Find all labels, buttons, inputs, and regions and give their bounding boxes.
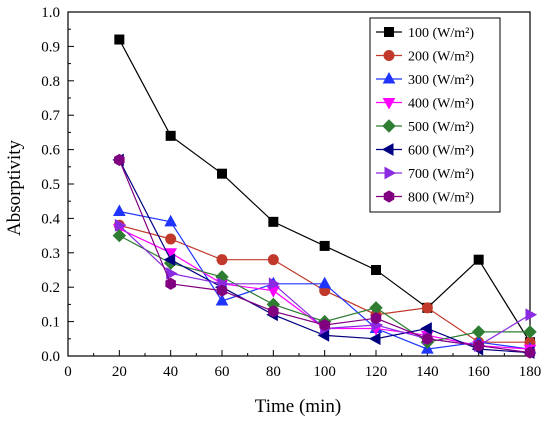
x-tick-label: 80 — [266, 364, 281, 380]
legend-marker — [383, 190, 395, 203]
legend-item: 200 (W/m²) — [376, 50, 474, 65]
x-tick-label: 0 — [64, 364, 72, 380]
data-point — [112, 204, 126, 217]
y-tick-label: 0.1 — [41, 315, 60, 331]
legend-marker — [382, 98, 396, 110]
y-axis-label: Absorptivity — [4, 139, 25, 236]
data-point — [420, 322, 432, 335]
data-point — [164, 214, 178, 227]
legend-box — [369, 17, 501, 213]
data-point — [371, 265, 381, 275]
data-point — [165, 277, 176, 290]
legend-item: 800 (W/m²) — [376, 190, 474, 206]
data-point — [268, 277, 281, 291]
data-point — [114, 153, 125, 166]
data-point — [318, 276, 332, 289]
data-point — [163, 253, 176, 267]
x-tick-label: 40 — [163, 364, 178, 380]
y-tick-label: 0.6 — [41, 143, 60, 159]
data-point — [370, 312, 382, 325]
legend-marker — [381, 143, 394, 156]
data-point — [471, 325, 486, 339]
x-tick-label: 100 — [313, 364, 336, 380]
x-tick-label: 180 — [519, 364, 542, 380]
data-point — [216, 284, 228, 297]
y-tick-label: 0.2 — [41, 280, 60, 296]
series-8 — [114, 153, 536, 359]
data-point — [473, 254, 484, 265]
y-tick-label: 0.8 — [41, 74, 60, 90]
legend-marker — [383, 50, 395, 61]
y-tick-label: 0.3 — [41, 246, 60, 262]
legend-marker — [384, 27, 394, 37]
data-point — [114, 34, 125, 45]
y-tick-label: 0.5 — [41, 177, 60, 193]
legend-item: 300 (W/m²) — [376, 71, 474, 88]
data-point — [421, 302, 433, 314]
data-point — [524, 346, 536, 359]
legend-item: 600 (W/m²) — [376, 143, 474, 159]
y-tick-label: 0.9 — [41, 39, 60, 55]
legend-label: 400 (W/m²) — [408, 97, 474, 112]
legend-item: 100 (W/m²) — [376, 26, 474, 41]
y-tick-label: 1.0 — [41, 5, 60, 21]
data-point — [268, 216, 279, 227]
data-point — [165, 130, 176, 141]
data-point — [268, 305, 279, 318]
data-point — [112, 228, 127, 243]
legend-label: 800 (W/m²) — [408, 191, 474, 206]
data-point — [165, 233, 177, 245]
legend-item: 400 (W/m²) — [376, 97, 474, 112]
legend-label: 500 (W/m²) — [408, 120, 474, 135]
legend-marker — [382, 71, 396, 84]
legend-label: 100 (W/m²) — [408, 26, 474, 41]
x-tick-label: 140 — [416, 364, 439, 380]
data-point — [473, 339, 484, 352]
x-tick-label: 60 — [215, 364, 230, 380]
data-point — [215, 293, 229, 306]
y-tick-label: 0.4 — [41, 211, 60, 227]
x-tick-label: 20 — [112, 364, 127, 380]
x-tick-label: 160 — [467, 364, 490, 380]
data-point — [267, 254, 279, 266]
legend-marker — [384, 166, 397, 180]
data-point — [114, 218, 127, 232]
y-tick-label: 0.7 — [41, 108, 60, 124]
x-axis-label: Time (min) — [255, 396, 341, 417]
data-point — [525, 308, 538, 322]
data-point — [319, 240, 330, 251]
legend-label: 300 (W/m²) — [408, 73, 474, 88]
legend-label: 700 (W/m²) — [408, 167, 474, 182]
legend-label: 600 (W/m²) — [408, 144, 474, 159]
data-point — [217, 168, 227, 179]
legend-label: 200 (W/m²) — [408, 50, 474, 65]
data-point — [523, 325, 537, 339]
legend-item: 700 (W/m²) — [376, 166, 474, 182]
data-point — [422, 332, 433, 345]
data-point — [368, 332, 381, 346]
x-tick-label: 120 — [365, 364, 388, 380]
data-point — [319, 318, 330, 332]
y-tick-label: 0.0 — [41, 349, 60, 365]
legend-item: 500 (W/m²) — [376, 119, 474, 135]
legend-marker — [382, 119, 396, 133]
data-point — [216, 254, 228, 266]
